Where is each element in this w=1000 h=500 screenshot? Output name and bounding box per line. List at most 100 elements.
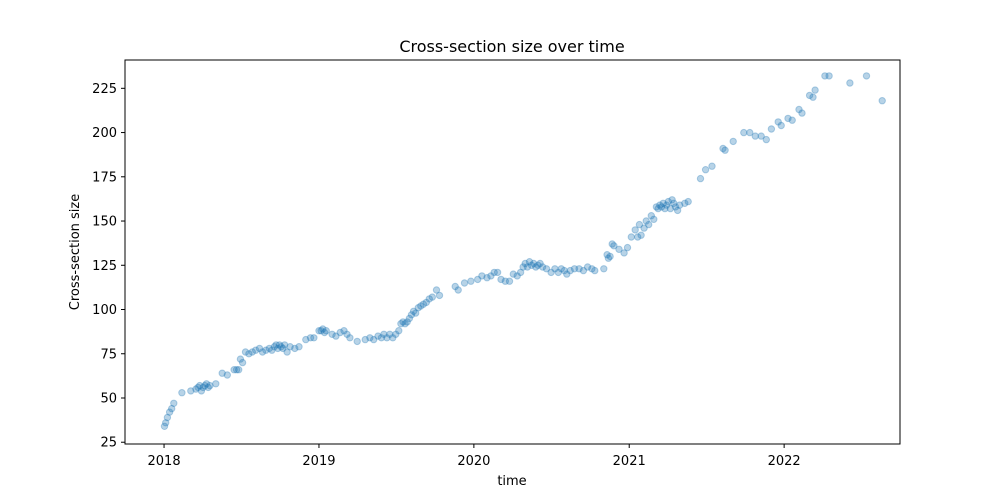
data-point [652, 203, 661, 211]
data-point [530, 259, 538, 268]
data-point [821, 72, 829, 80]
data-point [353, 337, 361, 346]
data-point [825, 72, 833, 80]
data-point [516, 268, 525, 277]
plot-area-frame [124, 59, 901, 445]
data-point [241, 348, 250, 356]
data-point [460, 279, 469, 287]
data-point [542, 265, 551, 273]
data-point [497, 275, 505, 284]
data-point [608, 240, 616, 248]
y-axis-ticks: 25 50 75 100 125 150 175 200 225 [92, 82, 125, 451]
data-point [162, 419, 170, 427]
data-point [610, 242, 618, 250]
data-point [777, 121, 785, 130]
data-point [218, 369, 226, 377]
y-axis-label: Cross-section size [68, 194, 83, 311]
data-points-layer [160, 72, 886, 430]
data-point [315, 327, 323, 335]
data-point [467, 277, 475, 285]
data-point [405, 314, 414, 323]
data-point [192, 385, 200, 393]
chart-title: Cross-section size over time [399, 37, 624, 56]
data-point [532, 263, 540, 271]
data-point [519, 263, 527, 271]
data-point [474, 275, 482, 284]
x-tick-label: 2020 [457, 454, 490, 469]
data-point [319, 325, 327, 333]
data-point [701, 166, 710, 174]
data-point [206, 381, 214, 390]
data-point [805, 91, 814, 100]
data-point [603, 251, 611, 259]
data-point [623, 243, 632, 252]
data-point [187, 387, 195, 395]
data-point [635, 220, 644, 229]
data-point [798, 109, 806, 117]
data-point [627, 233, 635, 241]
data-point [634, 233, 642, 241]
data-point [657, 203, 666, 211]
data-point [204, 383, 212, 392]
data-point [746, 128, 754, 137]
data-point [366, 334, 374, 342]
data-point [536, 259, 544, 268]
data-point [762, 135, 770, 144]
data-point [302, 335, 310, 344]
data-point [346, 334, 354, 342]
data-point [487, 272, 495, 280]
data-point [570, 265, 579, 273]
x-tick-label: 2019 [302, 454, 335, 469]
data-point [490, 268, 498, 277]
data-point [291, 344, 299, 353]
data-point [620, 249, 628, 257]
data-point [654, 204, 662, 213]
y-tick-label: 175 [92, 170, 117, 185]
data-point [588, 265, 596, 273]
data-point [235, 366, 243, 374]
data-point [600, 265, 608, 273]
y-tick-label: 125 [92, 259, 117, 274]
data-point [245, 350, 253, 358]
data-point [286, 343, 294, 351]
data-point [673, 206, 682, 215]
data-point [230, 366, 238, 374]
y-tick-label: 75 [100, 347, 117, 362]
data-point [560, 266, 568, 275]
data-point [409, 307, 418, 315]
data-point [422, 298, 430, 307]
data-point [370, 335, 378, 344]
data-point [681, 199, 689, 208]
y-tick-label: 225 [92, 82, 117, 97]
data-point [659, 199, 667, 208]
data-point [521, 259, 529, 268]
data-point [774, 118, 782, 126]
data-point [252, 346, 260, 354]
data-point [795, 105, 803, 114]
y-tick-label: 25 [100, 436, 117, 451]
data-point [268, 346, 276, 354]
data-point [606, 252, 614, 261]
y-tick-label: 150 [92, 215, 117, 230]
data-point [645, 220, 653, 229]
data-point [509, 270, 517, 278]
data-point [223, 371, 232, 379]
data-point [784, 114, 792, 123]
data-point [670, 199, 678, 208]
data-point [212, 380, 220, 388]
data-point [493, 268, 502, 277]
data-point [751, 132, 759, 140]
data-point [196, 381, 204, 390]
data-point [501, 277, 509, 285]
data-point [534, 261, 542, 269]
y-tick-label: 100 [92, 303, 117, 318]
data-point [255, 344, 264, 353]
data-point [202, 380, 211, 388]
data-point [168, 404, 176, 413]
data-point [377, 334, 386, 342]
data-point [399, 318, 407, 326]
data-point [272, 341, 280, 349]
data-point [197, 387, 206, 395]
data-point [721, 146, 729, 154]
